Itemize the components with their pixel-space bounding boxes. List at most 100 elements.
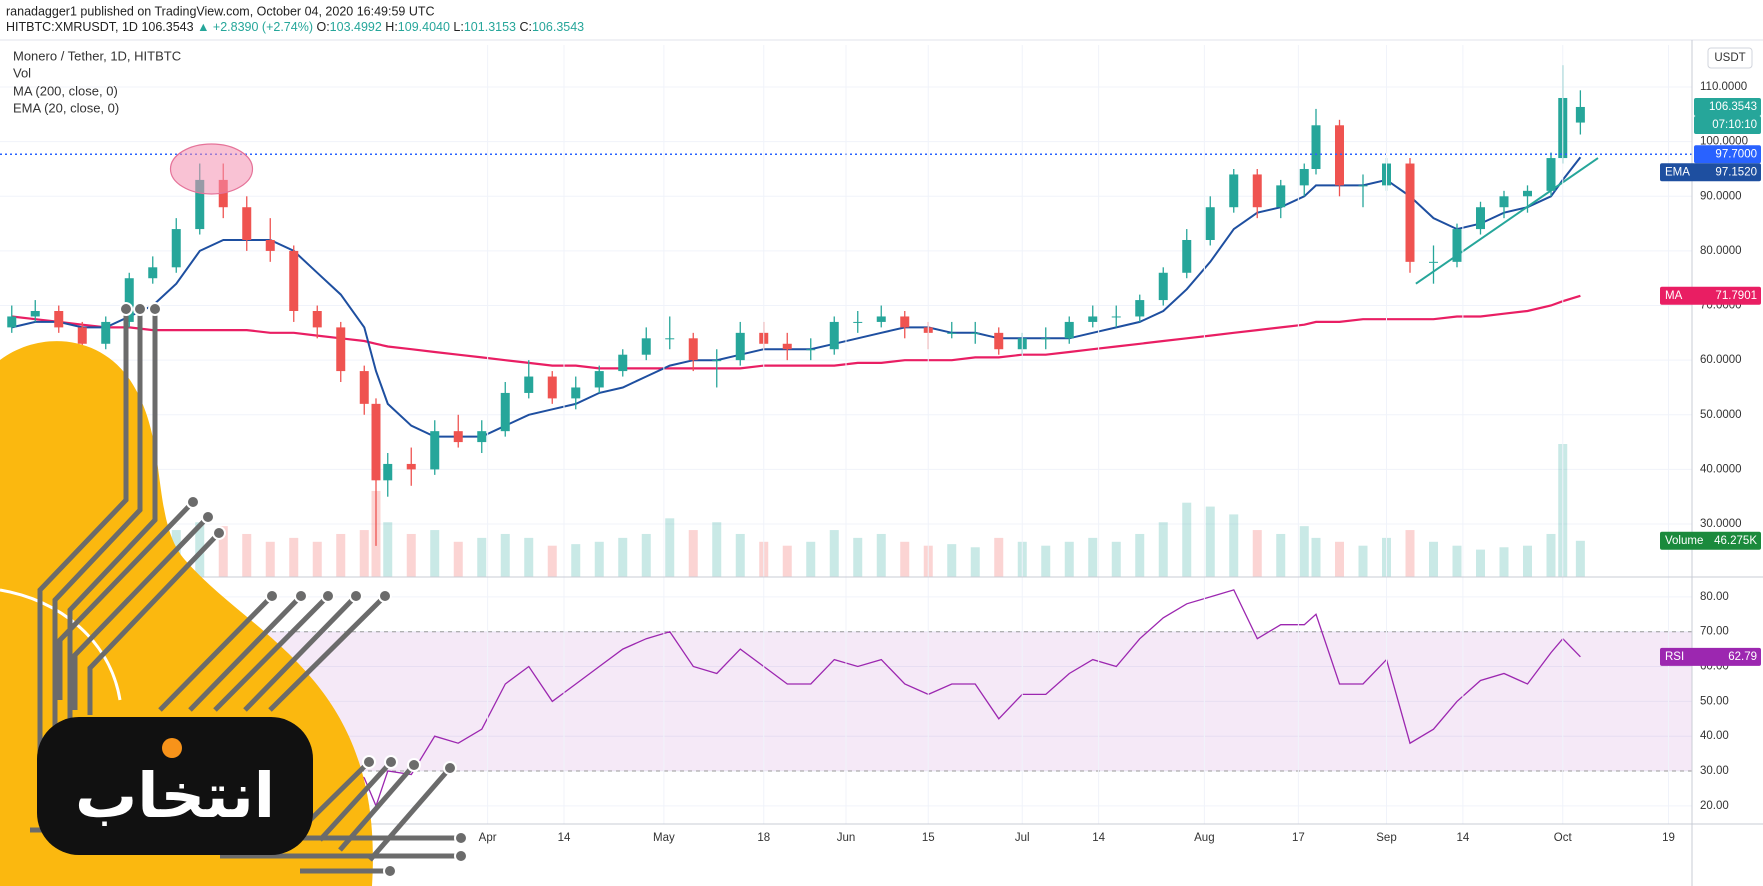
rsi-tick-label: 50.00: [1700, 695, 1729, 707]
volume-bar: [1276, 533, 1286, 577]
candle-body: [688, 338, 698, 361]
x-tick-label: Aug: [1194, 832, 1214, 844]
close-label: C:: [519, 20, 532, 34]
candle-body: [947, 332, 957, 334]
volume-bar: [1335, 541, 1344, 577]
candle-body: [806, 349, 816, 351]
candle-body: [571, 387, 581, 399]
y-tick-label: 40.0000: [1700, 463, 1742, 475]
volume-bar: [1358, 545, 1368, 577]
indicator-line: [11, 294, 1581, 370]
candle-body: [665, 338, 675, 340]
open-label: O:: [316, 20, 329, 34]
volume-bar: [524, 537, 534, 577]
legend-title: Monero / Tether, 1D, HITBTC: [13, 48, 181, 63]
candle-body: [195, 179, 205, 230]
candle-body: [876, 316, 886, 322]
x-tick-label: Apr: [479, 832, 497, 844]
candle-body: [359, 371, 369, 404]
countdown-value: 07:10:10: [1712, 119, 1757, 131]
indicator-label-box: [1660, 163, 1761, 182]
high-value: 109.4040: [398, 20, 450, 34]
candle-body: [1429, 261, 1438, 263]
trend-line: [1415, 157, 1599, 285]
volume-bar: [900, 541, 910, 577]
candle-body: [524, 376, 534, 393]
candle-body: [148, 267, 158, 279]
candle-body: [406, 463, 416, 470]
volume-bar: [1158, 522, 1168, 577]
candle-body: [970, 332, 980, 334]
candle-body: [1311, 125, 1321, 169]
currency-label[interactable]: USDT: [1714, 52, 1745, 64]
logo-box: [37, 717, 313, 855]
change: ▲ +2.8390 (+2.74%): [197, 20, 313, 34]
candle-body: [500, 392, 510, 432]
currency-button: [1707, 47, 1753, 69]
logo-text: انتخاب: [75, 759, 275, 832]
volume-label-tag: Volume: [1665, 535, 1703, 547]
x-tick-label: 14: [1456, 832, 1469, 844]
candle-body: [289, 250, 299, 311]
volume-bar: [1111, 541, 1121, 577]
indicator-label-tag: EMA: [1665, 166, 1690, 178]
open-value: 103.4992: [330, 20, 382, 34]
candle-body: [124, 278, 134, 322]
volume-bar: [806, 541, 816, 577]
volume-bar: [500, 533, 510, 577]
low-value: 101.3153: [464, 20, 516, 34]
candle-body: [1575, 106, 1585, 123]
last-price-value: 106.3543: [1709, 101, 1757, 113]
candle-body: [30, 311, 40, 317]
volume-bar: [289, 537, 299, 577]
volume-bar: [829, 530, 839, 577]
y-tick-label: 90.0000: [1700, 190, 1742, 202]
volume-bar: [571, 544, 581, 577]
logo-coin: [162, 738, 182, 758]
y-tick-label: 50.0000: [1700, 409, 1742, 421]
rsi-tick-label: 20.00: [1700, 800, 1729, 812]
volume-bar: [1452, 545, 1462, 577]
volume-bar: [1523, 545, 1532, 577]
volume-bar: [1041, 545, 1051, 577]
candle-body: [54, 311, 64, 328]
candle-body: [1088, 316, 1098, 322]
volume-bar: [970, 547, 980, 577]
y-tick-label: 30.0000: [1700, 518, 1742, 530]
candle-body: [242, 207, 252, 240]
candle-body: [77, 327, 87, 344]
x-tick-label: Jul: [1015, 832, 1030, 844]
volume-bar: [688, 530, 698, 577]
volume-bar: [1429, 541, 1438, 577]
rsi-label-value: 62.79: [1728, 651, 1757, 663]
rsi-label-tag: RSI: [1665, 651, 1684, 663]
candle-body: [641, 338, 651, 355]
candle-body: [853, 321, 863, 323]
candle-body: [1452, 229, 1462, 262]
candle-body: [1523, 190, 1532, 197]
volume-bar: [406, 533, 416, 577]
candle-body: [1229, 174, 1239, 208]
volume-bar: [383, 522, 393, 577]
candle-body: [101, 321, 111, 344]
candle-body: [1205, 207, 1215, 240]
candle-body: [477, 431, 487, 443]
candle-body: [312, 311, 322, 328]
volume-bar: [947, 544, 957, 577]
rsi-tick-label: 80.00: [1700, 591, 1729, 603]
volume-bar: [641, 533, 651, 577]
close-value: 106.3543: [532, 20, 584, 34]
x-tick-label: May: [653, 832, 675, 844]
candle-body: [265, 239, 275, 251]
candle-body: [1064, 321, 1074, 339]
candle-body: [1358, 185, 1368, 187]
legend-indicator: EMA (20, close, 0): [13, 100, 119, 115]
indicator-label-value: 97.1520: [1715, 166, 1757, 178]
volume-bar: [994, 537, 1004, 577]
candle-body: [994, 332, 1004, 350]
volume-bar: [1311, 537, 1321, 577]
y-tick-label: 80.0000: [1700, 245, 1742, 257]
candle-body: [1476, 207, 1485, 230]
volume-bar: [1299, 526, 1309, 577]
volume-bar: [665, 518, 675, 577]
